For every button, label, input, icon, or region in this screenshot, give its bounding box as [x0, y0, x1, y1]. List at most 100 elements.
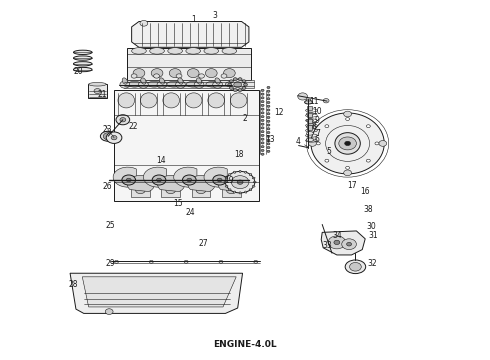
Ellipse shape [345, 260, 366, 274]
Ellipse shape [74, 50, 92, 54]
Circle shape [154, 74, 159, 78]
Circle shape [339, 137, 356, 150]
Ellipse shape [225, 177, 228, 179]
Circle shape [261, 89, 264, 91]
Text: 1: 1 [191, 15, 196, 24]
Circle shape [126, 178, 131, 182]
Circle shape [261, 119, 264, 121]
Circle shape [261, 108, 264, 110]
Ellipse shape [159, 78, 165, 84]
Circle shape [379, 140, 387, 146]
Ellipse shape [141, 93, 157, 108]
Circle shape [225, 171, 255, 193]
Ellipse shape [223, 69, 235, 78]
Circle shape [267, 128, 270, 130]
Text: 19: 19 [224, 176, 234, 185]
Text: 14: 14 [156, 156, 166, 165]
Text: 17: 17 [347, 181, 356, 190]
Ellipse shape [224, 181, 227, 183]
Text: 12: 12 [274, 108, 284, 117]
Circle shape [94, 89, 101, 94]
Ellipse shape [213, 81, 222, 88]
Polygon shape [174, 167, 197, 187]
Text: 6: 6 [315, 135, 320, 144]
Text: 29: 29 [106, 259, 116, 268]
Circle shape [106, 132, 122, 143]
Ellipse shape [175, 81, 185, 88]
Text: 9: 9 [315, 116, 320, 125]
Polygon shape [311, 113, 384, 174]
Circle shape [229, 86, 233, 89]
Polygon shape [218, 175, 245, 192]
Text: 20: 20 [73, 67, 83, 76]
Ellipse shape [147, 81, 161, 87]
Circle shape [343, 111, 351, 117]
Ellipse shape [128, 81, 142, 87]
Circle shape [244, 83, 247, 86]
Polygon shape [127, 175, 154, 192]
Circle shape [345, 118, 349, 121]
Circle shape [345, 166, 349, 169]
Ellipse shape [233, 171, 236, 173]
Ellipse shape [205, 69, 217, 78]
Text: 28: 28 [68, 280, 78, 289]
Circle shape [221, 74, 227, 78]
Circle shape [157, 178, 161, 182]
Circle shape [342, 239, 356, 249]
Ellipse shape [169, 69, 181, 78]
Ellipse shape [167, 81, 180, 87]
Bar [88, 84, 107, 98]
Ellipse shape [206, 81, 220, 87]
Circle shape [187, 178, 192, 182]
Circle shape [196, 186, 206, 194]
Circle shape [261, 153, 264, 155]
Polygon shape [158, 175, 185, 192]
Ellipse shape [133, 69, 145, 78]
Ellipse shape [230, 93, 247, 108]
Circle shape [267, 102, 270, 104]
Ellipse shape [141, 78, 146, 84]
Circle shape [267, 109, 270, 111]
Circle shape [238, 78, 242, 81]
Circle shape [267, 143, 270, 145]
Text: 24: 24 [185, 208, 195, 217]
Circle shape [228, 83, 232, 86]
Circle shape [267, 116, 270, 118]
Circle shape [261, 134, 264, 136]
Polygon shape [204, 167, 227, 187]
Ellipse shape [215, 78, 221, 84]
Circle shape [136, 186, 146, 194]
Ellipse shape [307, 132, 314, 135]
Ellipse shape [194, 81, 204, 88]
Text: 34: 34 [332, 231, 342, 240]
Ellipse shape [151, 69, 163, 78]
Circle shape [323, 99, 329, 103]
Circle shape [242, 80, 246, 83]
Circle shape [231, 176, 249, 189]
Text: 32: 32 [367, 259, 377, 268]
Text: 25: 25 [106, 221, 116, 230]
Ellipse shape [230, 79, 245, 90]
Circle shape [367, 159, 370, 162]
Polygon shape [132, 22, 249, 47]
Circle shape [233, 89, 237, 91]
Circle shape [267, 147, 270, 149]
Bar [222, 185, 241, 197]
Circle shape [267, 105, 270, 107]
Polygon shape [113, 167, 136, 187]
Ellipse shape [245, 171, 247, 173]
Circle shape [309, 140, 317, 146]
Circle shape [349, 262, 361, 271]
Ellipse shape [185, 93, 202, 108]
Text: 30: 30 [366, 222, 376, 231]
Text: 8: 8 [311, 122, 316, 131]
Circle shape [149, 260, 153, 263]
Circle shape [267, 94, 270, 96]
Polygon shape [321, 231, 365, 255]
Text: 11: 11 [310, 97, 319, 106]
Circle shape [111, 135, 117, 140]
Bar [307, 106, 312, 111]
Ellipse shape [122, 78, 127, 84]
Circle shape [213, 175, 226, 185]
Ellipse shape [139, 81, 148, 88]
